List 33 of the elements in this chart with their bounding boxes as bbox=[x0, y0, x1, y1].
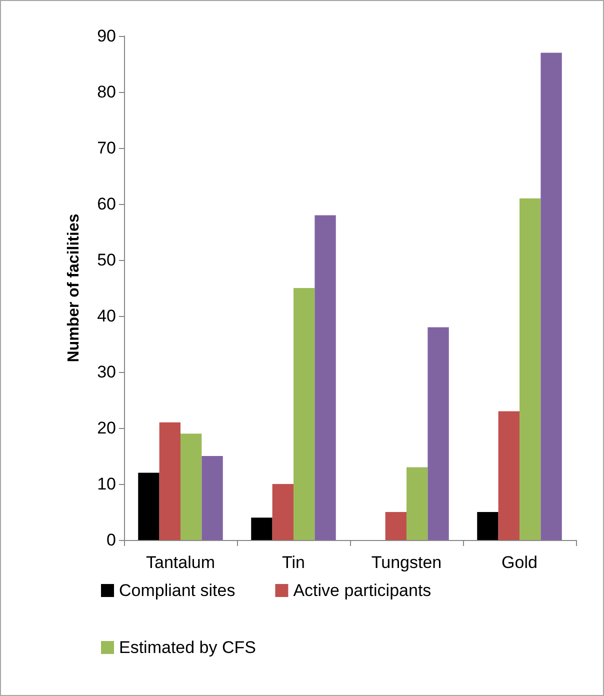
x-tick-label: Tin bbox=[282, 553, 305, 572]
y-tick-label: 70 bbox=[97, 138, 116, 158]
x-tick-label: Tantalum bbox=[146, 553, 215, 572]
legend-label: Active participants bbox=[293, 581, 432, 600]
y-tick-label: 30 bbox=[97, 362, 116, 382]
y-tick-label: 0 bbox=[106, 530, 116, 550]
y-tick-label: 10 bbox=[97, 474, 116, 494]
bar bbox=[180, 434, 202, 540]
y-tick-label: 40 bbox=[97, 306, 116, 326]
bar bbox=[294, 288, 315, 540]
legend-label: Estimated by CFS bbox=[119, 638, 256, 657]
y-tick-label: 50 bbox=[97, 250, 116, 270]
y-tick-label: 80 bbox=[97, 82, 116, 102]
bar bbox=[314, 215, 336, 540]
bar bbox=[406, 467, 428, 540]
bar bbox=[520, 198, 541, 540]
x-tick-label: Gold bbox=[502, 553, 538, 572]
y-tick-label: 20 bbox=[97, 418, 116, 438]
bar bbox=[251, 518, 272, 540]
bar bbox=[477, 512, 498, 540]
x-tick-label: Tungsten bbox=[371, 553, 442, 572]
y-tick-label: 60 bbox=[97, 194, 116, 214]
bar bbox=[159, 422, 180, 540]
legend-label: Compliant sites bbox=[119, 581, 236, 600]
bar bbox=[272, 484, 294, 540]
bar bbox=[428, 327, 449, 540]
bar bbox=[138, 472, 160, 540]
bar bbox=[385, 512, 406, 540]
bar bbox=[540, 52, 562, 540]
y-axis-title: Number of facilities bbox=[66, 214, 82, 362]
y-tick-label: 90 bbox=[97, 26, 116, 46]
bar bbox=[202, 456, 223, 540]
bar bbox=[498, 411, 520, 540]
